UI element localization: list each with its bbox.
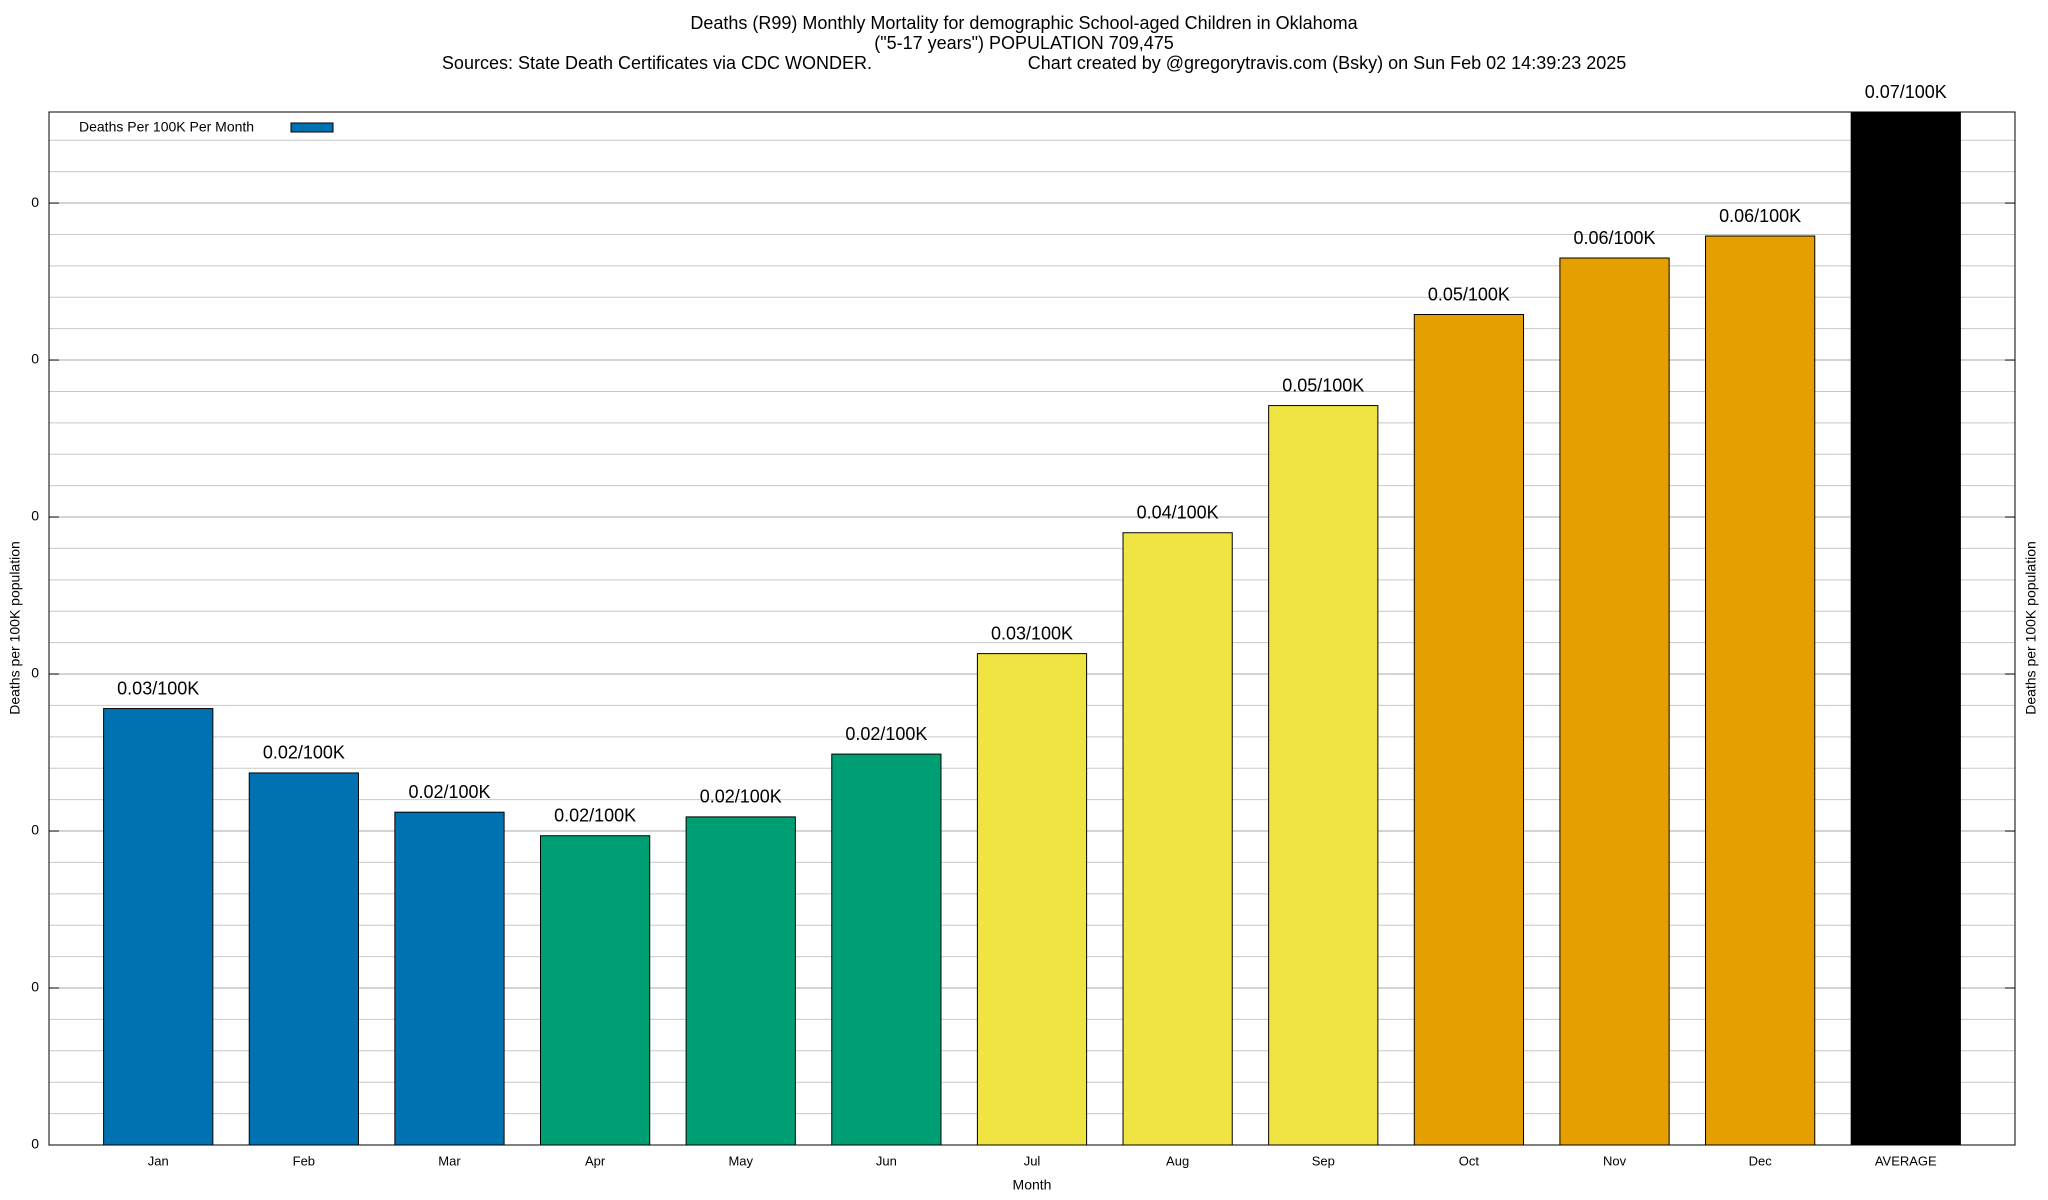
bar xyxy=(540,835,651,1145)
y-tick-label: 0 xyxy=(31,665,39,681)
x-tick-label: Mar xyxy=(438,1153,461,1168)
sources: Sources: State Death Certificates via CD… xyxy=(442,53,872,73)
chart-subtitle: ("5-17 years") POPULATION 709,475 xyxy=(874,33,1174,53)
x-tick-label: May xyxy=(728,1153,753,1168)
bar xyxy=(976,653,1088,1145)
value-label: 0.06/100K xyxy=(1719,206,1801,226)
value-label: 0.03/100K xyxy=(991,623,1073,643)
x-tick-label: Oct xyxy=(1459,1153,1480,1168)
value-label: 0.03/100K xyxy=(117,678,199,698)
bar xyxy=(103,708,214,1145)
value-label: 0.02/100K xyxy=(408,782,490,802)
x-tick-label: Feb xyxy=(293,1153,315,1168)
value-label: 0.06/100K xyxy=(1573,228,1655,248)
plot-frame xyxy=(48,111,2016,1146)
x-tick-label: Jul xyxy=(1024,1153,1041,1168)
y-tick-label: 0 xyxy=(31,822,39,838)
value-label: 0.02/100K xyxy=(845,724,927,744)
bar xyxy=(1705,235,1816,1145)
bar xyxy=(1850,112,1961,1145)
legend-swatch xyxy=(290,122,334,133)
x-tick-label: Sep xyxy=(1312,1153,1335,1168)
credit: Chart created by @gregorytravis.com (Bsk… xyxy=(1028,53,1627,73)
value-label: 0.07/100K xyxy=(1865,82,1947,102)
x-tick-label: Jun xyxy=(876,1153,897,1168)
bar xyxy=(394,811,505,1145)
x-axis-label: Month xyxy=(1013,1177,1052,1193)
x-tick-label: Dec xyxy=(1749,1153,1773,1168)
value-label: 0.02/100K xyxy=(263,743,345,763)
bar xyxy=(1268,405,1379,1145)
value-label: 0.04/100K xyxy=(1137,502,1219,522)
y-tick-label: 0 xyxy=(31,194,39,210)
x-tick-label: AVERAGE xyxy=(1875,1153,1937,1168)
value-label: 0.05/100K xyxy=(1282,375,1364,395)
x-tick-label: Aug xyxy=(1166,1153,1189,1168)
x-tick-label: Nov xyxy=(1603,1153,1627,1168)
y-axis-label: Deaths per 100K population xyxy=(7,541,23,715)
value-label: 0.02/100K xyxy=(700,787,782,807)
y-tick-label: 0 xyxy=(31,508,39,524)
bar xyxy=(1559,257,1670,1145)
plot-bars xyxy=(103,112,1961,1145)
y-tick-label: 0 xyxy=(31,351,39,367)
value-label: 0.02/100K xyxy=(554,805,636,825)
bar xyxy=(831,753,942,1145)
bar xyxy=(685,816,796,1145)
bar xyxy=(1122,532,1233,1145)
legend-label: Deaths Per 100K Per Month xyxy=(79,119,254,135)
value-label: 0.05/100K xyxy=(1428,284,1510,304)
x-tick-label: Apr xyxy=(585,1153,606,1168)
bar xyxy=(1413,314,1525,1145)
bar xyxy=(248,772,359,1145)
y-tick-label: 0 xyxy=(31,1136,39,1152)
x-tick-label: Jan xyxy=(148,1153,169,1168)
chart-title: Deaths (R99) Monthly Mortality for demog… xyxy=(690,13,1358,33)
y-tick-label: 0 xyxy=(31,979,39,995)
y2-axis-label: Deaths per 100K population xyxy=(2023,541,2039,715)
